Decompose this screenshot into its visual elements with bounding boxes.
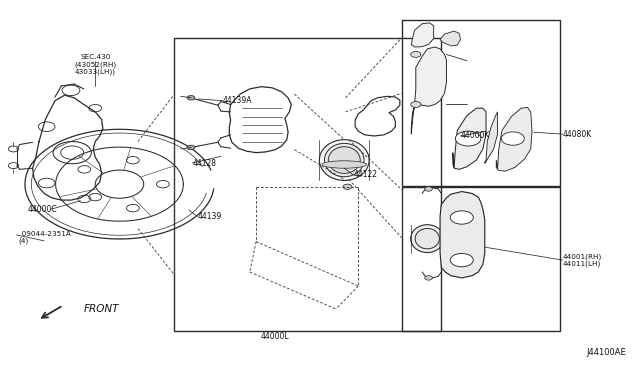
Ellipse shape bbox=[322, 161, 367, 168]
Text: FRONT: FRONT bbox=[84, 304, 119, 314]
Polygon shape bbox=[453, 108, 486, 169]
Circle shape bbox=[451, 253, 473, 267]
Text: 44139: 44139 bbox=[197, 212, 221, 221]
Text: 44128: 44128 bbox=[192, 158, 216, 167]
Polygon shape bbox=[440, 31, 461, 46]
Ellipse shape bbox=[319, 140, 369, 180]
Text: SEC.430
(43052(RH)
43033(LH)): SEC.430 (43052(RH) 43033(LH)) bbox=[74, 54, 116, 76]
Circle shape bbox=[187, 96, 195, 100]
Circle shape bbox=[456, 131, 481, 146]
Polygon shape bbox=[440, 192, 484, 278]
Text: ¸09044-2351A
(4): ¸09044-2351A (4) bbox=[19, 230, 72, 244]
Text: J44100AE: J44100AE bbox=[587, 348, 627, 357]
Circle shape bbox=[187, 145, 195, 150]
Bar bbox=[174, 38, 442, 331]
Circle shape bbox=[501, 132, 524, 145]
Circle shape bbox=[425, 187, 433, 191]
Bar bbox=[402, 187, 560, 331]
Text: 44122: 44122 bbox=[353, 170, 377, 179]
Polygon shape bbox=[412, 47, 447, 134]
Ellipse shape bbox=[324, 143, 364, 177]
Bar bbox=[402, 20, 560, 186]
Text: 44139A: 44139A bbox=[223, 96, 252, 105]
Circle shape bbox=[451, 211, 473, 224]
Circle shape bbox=[411, 51, 421, 57]
Polygon shape bbox=[412, 23, 434, 47]
Circle shape bbox=[343, 184, 352, 189]
Ellipse shape bbox=[415, 228, 440, 249]
Text: 44080K: 44080K bbox=[563, 129, 592, 139]
Ellipse shape bbox=[411, 225, 444, 253]
Text: 44000C: 44000C bbox=[28, 205, 57, 214]
Polygon shape bbox=[484, 112, 497, 164]
Polygon shape bbox=[496, 108, 532, 171]
Text: 44001(RH)
44011(LH): 44001(RH) 44011(LH) bbox=[563, 253, 602, 267]
Circle shape bbox=[425, 276, 433, 280]
Circle shape bbox=[411, 102, 421, 108]
Ellipse shape bbox=[328, 147, 360, 173]
Text: 44000L: 44000L bbox=[261, 331, 290, 341]
Text: 44000K: 44000K bbox=[461, 131, 490, 141]
